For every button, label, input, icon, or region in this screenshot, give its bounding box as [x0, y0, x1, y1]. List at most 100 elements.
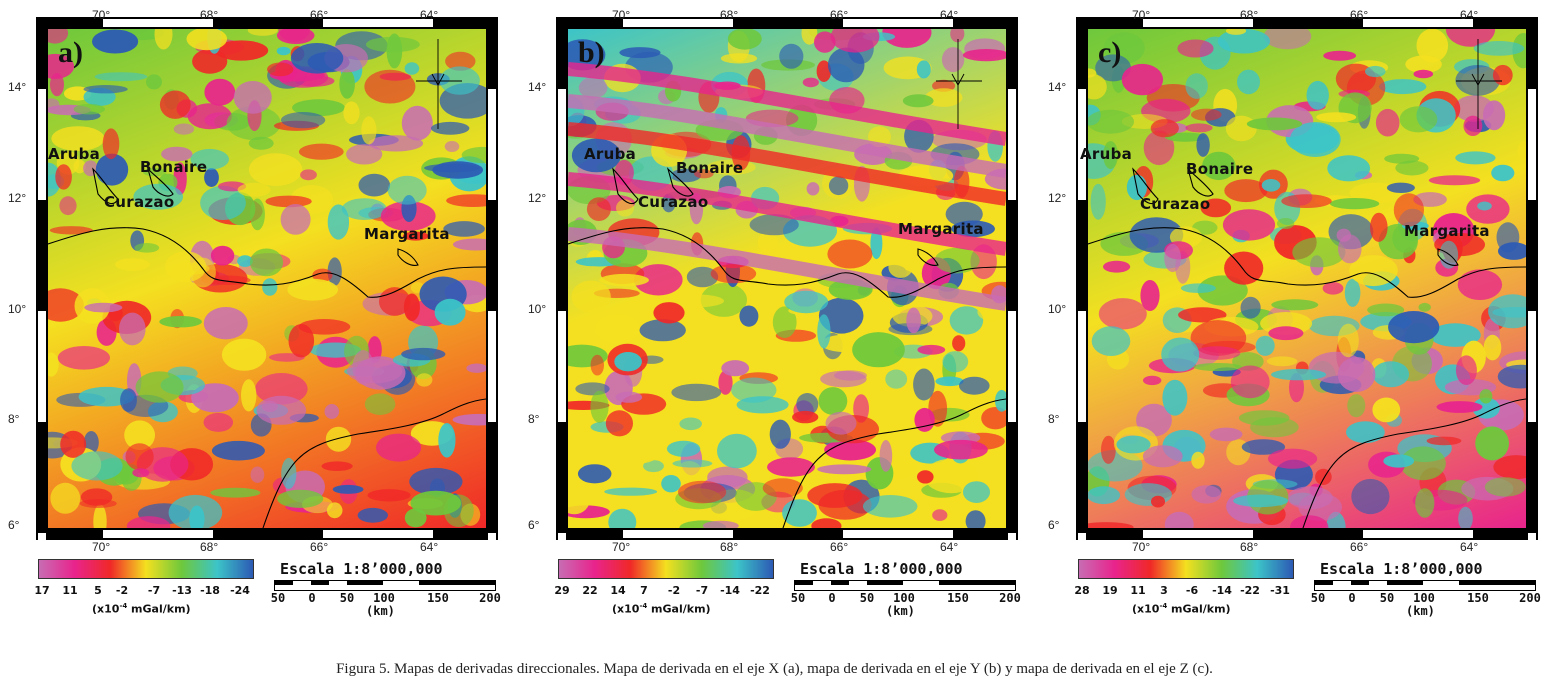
field-anomaly	[796, 393, 819, 416]
colorbar	[1078, 559, 1294, 579]
coastline	[48, 167, 486, 528]
field-anomaly	[1281, 194, 1332, 209]
field-anomaly	[1088, 486, 1121, 505]
panel-b: 70° 68° 66° 64° 70° 68° 66° 64° 14° 12° …	[520, 0, 1021, 630]
field-anomaly	[1426, 436, 1462, 446]
field-anomaly	[806, 182, 820, 196]
field-anomaly	[1238, 410, 1290, 426]
field-anomaly	[321, 461, 353, 472]
field-anomaly	[93, 504, 107, 528]
field-anomaly	[1143, 130, 1175, 166]
field-anomaly	[256, 395, 307, 425]
lat-tick-8: 8°	[8, 412, 20, 426]
field-anomaly	[694, 169, 714, 179]
lon-tick-70-bottom: 70°	[92, 540, 111, 554]
field-anomaly	[1436, 401, 1483, 413]
island-label-bonaire: Bonaire	[1186, 160, 1254, 178]
frame-segment	[843, 530, 953, 538]
field-anomaly	[327, 257, 342, 286]
map-frame-left	[556, 17, 568, 540]
colorbar-label: -7	[147, 584, 161, 597]
colorbar-label: -14	[1212, 584, 1232, 597]
map-frame-right	[486, 17, 498, 540]
gravity-derivative-map	[568, 29, 1006, 528]
field-anomaly	[255, 373, 308, 405]
field-anomaly	[824, 439, 876, 461]
field-anomaly	[83, 431, 99, 454]
field-anomaly	[298, 143, 344, 160]
frame-segment	[1363, 19, 1473, 27]
field-anomaly	[161, 146, 193, 162]
field-anomaly	[1384, 153, 1420, 164]
field-anomaly	[1455, 355, 1477, 386]
field-anomaly	[643, 460, 664, 473]
lat-tick-12: 12°	[1048, 191, 1067, 205]
field-anomaly	[818, 489, 872, 520]
island-label-margarita: Margarita	[898, 220, 984, 238]
field-anomaly	[811, 518, 842, 528]
field-anomaly	[571, 138, 621, 173]
field-anomaly	[1365, 65, 1386, 78]
field-anomaly	[731, 377, 777, 403]
field-anomaly	[1405, 55, 1442, 74]
colorbar-labels: 17 11 5 -2 -7 -13 -18 -24	[30, 584, 260, 598]
field-anomaly	[1237, 69, 1260, 95]
field-anomaly	[186, 29, 228, 51]
field-anomaly	[325, 426, 352, 452]
field-anomaly	[214, 40, 269, 61]
field-anomaly	[159, 90, 191, 119]
field-anomaly	[94, 72, 148, 82]
field-anomaly	[324, 404, 340, 419]
field-anomaly	[357, 507, 388, 523]
scale-bar	[1314, 580, 1536, 591]
field-anomaly	[203, 412, 234, 432]
north-arrow	[416, 39, 462, 129]
scale-label: 50	[1310, 591, 1326, 605]
field-anomaly	[590, 390, 609, 423]
field-anomaly	[332, 484, 364, 494]
island-label-bonaire: Bonaire	[676, 159, 744, 177]
lon-tick-68-bottom: 68°	[1240, 540, 1259, 554]
field-anomaly	[59, 196, 77, 216]
frame-segment	[623, 19, 733, 27]
field-anomaly	[1224, 251, 1264, 285]
lon-tick-68: 68°	[1240, 8, 1259, 22]
field-anomaly	[852, 332, 905, 368]
field-anomaly	[267, 62, 294, 77]
lat-tick-14: 14°	[528, 80, 547, 94]
lon-tick-68: 68°	[720, 8, 739, 22]
scale-label: 0	[828, 591, 836, 605]
field-anomaly	[376, 433, 422, 462]
field-anomaly	[1484, 477, 1526, 497]
lon-tick-66-bottom: 66°	[310, 540, 329, 554]
field-anomaly	[1178, 307, 1227, 323]
field-anomaly	[816, 60, 832, 82]
field-anomaly	[1103, 260, 1131, 273]
field-anomaly	[779, 43, 804, 69]
field-anomaly	[361, 116, 377, 145]
field-anomaly	[769, 419, 791, 449]
frame-segment	[843, 19, 953, 27]
scale-label: 200	[479, 591, 501, 605]
field-anomaly	[862, 495, 918, 518]
field-anomaly	[902, 94, 934, 108]
field-anomaly	[571, 280, 611, 313]
scale-title: Escala 1:8’000,000	[280, 560, 443, 578]
scale-label: 50	[270, 591, 286, 605]
colorbar-labels: 28 19 11 3 -6 -14 -22 -31	[1070, 584, 1300, 598]
scale-unit: (km)	[1406, 604, 1435, 618]
field-anomaly	[924, 458, 979, 494]
figure-caption: Figura 5. Mapas de derivadas direccional…	[336, 661, 1213, 677]
field-anomaly	[942, 351, 969, 373]
field-anomaly	[616, 199, 634, 217]
field-anomaly	[327, 204, 350, 240]
field-anomaly	[221, 338, 267, 371]
field-anomaly	[619, 47, 661, 59]
field-anomaly	[1268, 326, 1304, 341]
field-anomaly	[1164, 132, 1207, 142]
field-anomaly	[1140, 280, 1160, 311]
colorbar-labels: 29 22 14 7 -2 -7 -14 -22	[550, 584, 780, 598]
lon-tick-64: 64°	[1460, 8, 1479, 22]
lat-tick-14: 14°	[8, 80, 27, 94]
scale-segment	[347, 581, 383, 585]
